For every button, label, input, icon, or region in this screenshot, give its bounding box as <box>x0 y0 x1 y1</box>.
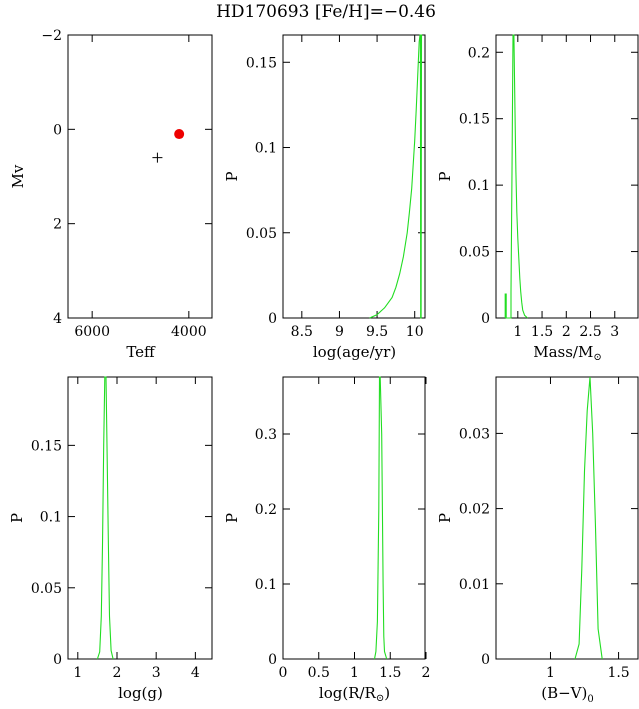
x-tick-label: 1 <box>73 665 82 681</box>
probability-curve <box>369 34 423 319</box>
x-tick-label: 8.5 <box>291 324 313 340</box>
probability-curve <box>96 376 114 660</box>
close-paren: ) <box>384 684 390 702</box>
x-tick-label: 10 <box>406 324 424 340</box>
y-tick-label: 0.1 <box>255 577 277 593</box>
plot-frame <box>282 376 426 660</box>
plot-frame <box>282 34 426 319</box>
y-tick-label: 0.1 <box>255 141 277 157</box>
star-position-dot <box>174 129 185 140</box>
probability-curve <box>373 376 388 660</box>
y-tick-label: 0.1 <box>40 510 62 526</box>
x-tick-label: 0.5 <box>308 665 330 681</box>
y-axis-label: P <box>223 171 241 181</box>
y-tick-label: 0.05 <box>246 226 277 242</box>
y-tick-label: 4 <box>53 311 62 327</box>
y-tick-label: 2 <box>53 217 62 233</box>
panel-logg: 1 2 3 4 0 0.05 0.1 0.15 log(g) P <box>8 376 213 702</box>
y-tick-label: 0 <box>53 652 62 668</box>
x-tick-label: 3 <box>152 665 161 681</box>
x-axis-label: log(age/yr) <box>313 343 396 361</box>
panel-mass: 1 1.5 2 2.5 3 0 0.05 0.1 0.15 0.2 Mass/M⊙ P <box>436 34 639 363</box>
zero-subscript: 0 <box>587 694 593 705</box>
plot-frame <box>67 34 213 319</box>
probability-curve <box>504 34 528 319</box>
x-tick-label: 2 <box>562 324 571 340</box>
x-tick-label: 4 <box>191 665 200 681</box>
figure-title: HD170693 [Fe/H]=−0.46 <box>216 2 436 22</box>
y-tick-label: 0 <box>481 652 490 668</box>
y-axis-label: P <box>436 513 454 523</box>
panel-hr-diagram: 6000 4000 −2 0 2 4 Teff Mv <box>9 28 213 361</box>
x-tick-label: 1 <box>546 665 555 681</box>
probability-curve <box>574 376 603 660</box>
y-tick-label: 0.05 <box>459 245 490 261</box>
x-tick-label: 2.5 <box>579 324 601 340</box>
y-axis-label: P <box>436 171 454 181</box>
y-tick-label: 0 <box>268 652 277 668</box>
x-tick-label: 2 <box>422 665 431 681</box>
x-tick-label: 6000 <box>74 324 110 340</box>
y-axis-label: Mv <box>9 164 27 188</box>
y-axis-label: P <box>8 513 26 523</box>
y-tick-label: 0.3 <box>255 427 277 443</box>
x-axis-label: log(R/R⊙) <box>319 684 390 704</box>
y-tick-label: 0.2 <box>468 45 490 61</box>
y-tick-label: 0.05 <box>31 581 62 597</box>
panel-radius: 0 0.5 1 1.5 2 0 0.1 0.2 0.3 log(R/R⊙) P <box>223 376 431 704</box>
y-tick-label: −2 <box>41 28 62 44</box>
x-axis-label: Teff <box>126 343 156 361</box>
x-axis-label: (B−V)0 <box>541 684 594 705</box>
sun-subscript: ⊙ <box>593 352 601 363</box>
y-tick-label: 0.01 <box>459 577 490 593</box>
x-tick-label: 9 <box>335 324 344 340</box>
x-tick-label: 1.5 <box>607 665 629 681</box>
x-tick-label: 1 <box>513 324 522 340</box>
x-tick-label: 0 <box>279 665 288 681</box>
panel-age: 8.5 9 9.5 10 0 0.05 0.1 0.15 log(age/yr) P <box>223 34 426 361</box>
sun-subscript: ⊙ <box>376 693 384 704</box>
plot-frame <box>67 376 213 660</box>
y-tick-label: 0.15 <box>31 438 62 454</box>
plot-frame <box>495 376 639 660</box>
x-tick-label: 9.5 <box>366 324 388 340</box>
x-axis-label: Mass/M⊙ <box>533 343 602 363</box>
x-tick-label: 1.5 <box>531 324 553 340</box>
x-tick-label: 4000 <box>171 324 207 340</box>
y-tick-label: 0.02 <box>459 502 490 518</box>
y-axis-label: P <box>223 513 241 523</box>
y-tick-label: 0.2 <box>255 502 277 518</box>
y-tick-label: 0 <box>268 311 277 327</box>
y-tick-label: 0 <box>53 122 62 138</box>
y-tick-label: 0.1 <box>468 178 490 194</box>
y-tick-label: 0.15 <box>459 112 490 128</box>
x-axis-label: log(g) <box>118 684 163 702</box>
x-tick-label: 1.5 <box>379 665 401 681</box>
y-tick-label: 0.15 <box>246 55 277 71</box>
x-tick-label: 2 <box>113 665 122 681</box>
y-tick-label: 0.03 <box>459 426 490 442</box>
x-tick-label: 3 <box>610 324 619 340</box>
x-tick-label: 1 <box>350 665 359 681</box>
panel-color-index: 1 1.5 0 0.01 0.02 0.03 (B−V)0 P <box>436 376 639 705</box>
y-tick-label: 0 <box>481 311 490 327</box>
plot-frame <box>495 34 639 319</box>
reference-plus-marker <box>152 152 163 163</box>
